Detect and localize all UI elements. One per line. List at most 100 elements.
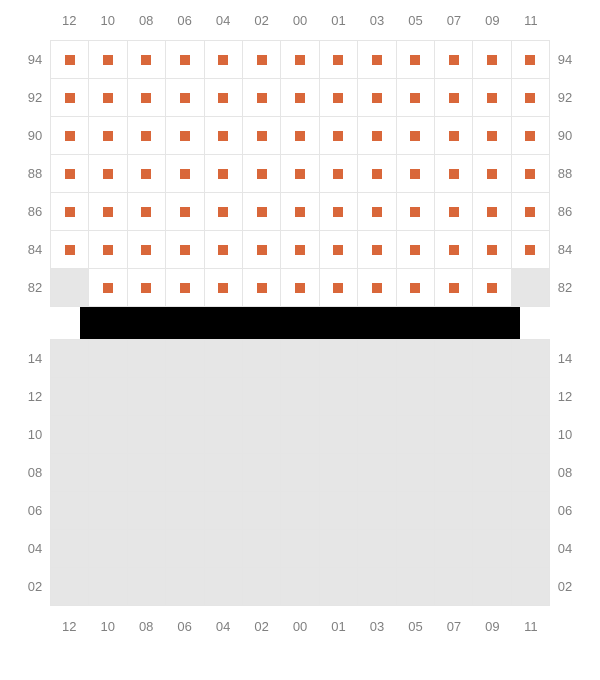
- seat-cell[interactable]: [435, 41, 473, 79]
- seat-cell[interactable]: [89, 231, 127, 269]
- seat-cell[interactable]: [205, 79, 243, 117]
- seat-cell[interactable]: [89, 269, 127, 307]
- seat-cell[interactable]: [320, 269, 358, 307]
- seat-cell[interactable]: [51, 155, 89, 193]
- seat-cell[interactable]: [89, 41, 127, 79]
- seat-cell[interactable]: [166, 79, 204, 117]
- seat-cell[interactable]: [128, 79, 166, 117]
- seat-cell[interactable]: [89, 155, 127, 193]
- seat-cell[interactable]: [89, 117, 127, 155]
- seat-cell[interactable]: [51, 117, 89, 155]
- seat-cell[interactable]: [320, 193, 358, 231]
- seat-cell[interactable]: [166, 193, 204, 231]
- seat-cell[interactable]: [128, 231, 166, 269]
- seat-cell[interactable]: [166, 231, 204, 269]
- seat-cell[interactable]: [473, 231, 511, 269]
- seat-cell[interactable]: [358, 117, 396, 155]
- seat-cell[interactable]: [243, 231, 281, 269]
- seat-cell[interactable]: [397, 231, 435, 269]
- seat-cell[interactable]: [243, 41, 281, 79]
- seat-cell[interactable]: [51, 193, 89, 231]
- seat-cell[interactable]: [320, 155, 358, 193]
- seat-cell[interactable]: [358, 193, 396, 231]
- seat-marker-icon: [257, 93, 267, 103]
- seat-cell[interactable]: [243, 193, 281, 231]
- seat-cell[interactable]: [128, 193, 166, 231]
- seat-cell[interactable]: [435, 155, 473, 193]
- seat-cell[interactable]: [89, 193, 127, 231]
- seat-cell[interactable]: [358, 269, 396, 307]
- seat-cell[interactable]: [435, 117, 473, 155]
- seat-cell[interactable]: [243, 79, 281, 117]
- seat-cell[interactable]: [128, 269, 166, 307]
- seat-cell[interactable]: [166, 155, 204, 193]
- seat-cell[interactable]: [473, 41, 511, 79]
- seat-cell[interactable]: [128, 155, 166, 193]
- seat-cell[interactable]: [205, 231, 243, 269]
- seat-cell[interactable]: [435, 79, 473, 117]
- seat-cell[interactable]: [281, 79, 319, 117]
- seat-cell[interactable]: [205, 117, 243, 155]
- seat-cell[interactable]: [512, 117, 550, 155]
- seat-cell[interactable]: [320, 41, 358, 79]
- seat-cell[interactable]: [397, 155, 435, 193]
- seat-cell[interactable]: [281, 193, 319, 231]
- seat-cell[interactable]: [51, 41, 89, 79]
- seat-cell[interactable]: [358, 231, 396, 269]
- seat-cell[interactable]: [473, 193, 511, 231]
- upper-section: 94929088868482 94929088868482: [20, 40, 580, 307]
- seat-cell[interactable]: [358, 155, 396, 193]
- seat-marker-icon: [410, 283, 420, 293]
- seat-cell[interactable]: [358, 41, 396, 79]
- seat-cell[interactable]: [205, 155, 243, 193]
- seat-cell[interactable]: [281, 117, 319, 155]
- seat-marker-icon: [295, 131, 305, 141]
- seat-cell[interactable]: [512, 79, 550, 117]
- seat-cell[interactable]: [128, 41, 166, 79]
- seat-cell[interactable]: [358, 79, 396, 117]
- seat-cell[interactable]: [281, 269, 319, 307]
- seat-cell[interactable]: [320, 79, 358, 117]
- seat-cell[interactable]: [435, 231, 473, 269]
- seat-cell[interactable]: [473, 117, 511, 155]
- seat-cell[interactable]: [166, 269, 204, 307]
- seat-cell[interactable]: [166, 41, 204, 79]
- seat-cell[interactable]: [205, 269, 243, 307]
- seat-cell[interactable]: [281, 155, 319, 193]
- table-row: [51, 568, 550, 606]
- seat-cell[interactable]: [320, 117, 358, 155]
- seat-marker-icon: [525, 245, 535, 255]
- seat-cell[interactable]: [89, 79, 127, 117]
- seat-cell[interactable]: [397, 269, 435, 307]
- seat-cell[interactable]: [320, 231, 358, 269]
- seat-cell[interactable]: [128, 117, 166, 155]
- seat-cell[interactable]: [51, 79, 89, 117]
- seat-marker-icon: [180, 283, 190, 293]
- seat-cell[interactable]: [512, 193, 550, 231]
- seat-cell[interactable]: [51, 231, 89, 269]
- seat-cell[interactable]: [512, 155, 550, 193]
- seat-cell[interactable]: [397, 193, 435, 231]
- column-label: 04: [204, 619, 242, 634]
- seat-cell[interactable]: [397, 117, 435, 155]
- seat-cell[interactable]: [397, 79, 435, 117]
- seat-cell[interactable]: [512, 231, 550, 269]
- seat-cell[interactable]: [435, 193, 473, 231]
- seat-cell[interactable]: [435, 269, 473, 307]
- seat-cell[interactable]: [473, 269, 511, 307]
- seat-cell[interactable]: [512, 41, 550, 79]
- seat-cell[interactable]: [397, 41, 435, 79]
- seat-marker-icon: [141, 245, 151, 255]
- seat-cell[interactable]: [281, 41, 319, 79]
- column-label: 03: [358, 13, 396, 28]
- seat-cell[interactable]: [281, 231, 319, 269]
- seat-cell[interactable]: [243, 117, 281, 155]
- seat-cell[interactable]: [205, 193, 243, 231]
- seat-cell[interactable]: [243, 269, 281, 307]
- row-label: 94: [20, 40, 50, 78]
- seat-cell[interactable]: [473, 155, 511, 193]
- seat-cell[interactable]: [473, 79, 511, 117]
- seat-cell[interactable]: [166, 117, 204, 155]
- seat-cell[interactable]: [243, 155, 281, 193]
- seat-cell[interactable]: [205, 41, 243, 79]
